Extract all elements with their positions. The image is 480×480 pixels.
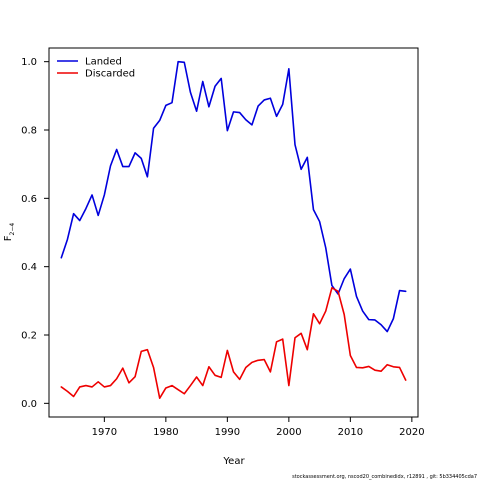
y-tick-label: 0.4 [21,262,37,273]
series-line-landed [60,60,407,333]
y-axis-label-sub: 2−4 [9,223,16,236]
x-tick-label: 1980 [153,427,178,438]
legend-label-landed: Landed [85,57,122,68]
x-tick-label: 1970 [92,427,117,438]
axes: 1970 1980 1990 2000 2010 2020 0.0 0.2 0.4 0.6 0.8 1… [21,47,425,438]
footer-credit: stockassessment.org, nscod20_combinedidx… [292,474,477,480]
y-axis-label-main: F [3,235,14,241]
plot-area [60,60,407,400]
legend-label-discarded: Discarded [85,69,135,80]
y-tick-label: 0.8 [21,126,37,137]
y-axis-label: F2−4 [3,223,16,242]
y-tick-label: 0.0 [21,399,37,410]
y-tick-label: 0.6 [21,194,37,205]
x-tick-label: 2020 [399,427,424,438]
x-axis-label: Year [222,456,245,467]
series-line-discarded [60,287,407,400]
x-tick-label: 2010 [338,427,363,438]
x-tick-label: 1990 [215,427,240,438]
y-tick-label: 1.0 [21,57,37,68]
plot-frame [48,47,419,418]
x-tick-label: 2000 [276,427,301,438]
y-tick-label: 0.2 [21,331,37,342]
